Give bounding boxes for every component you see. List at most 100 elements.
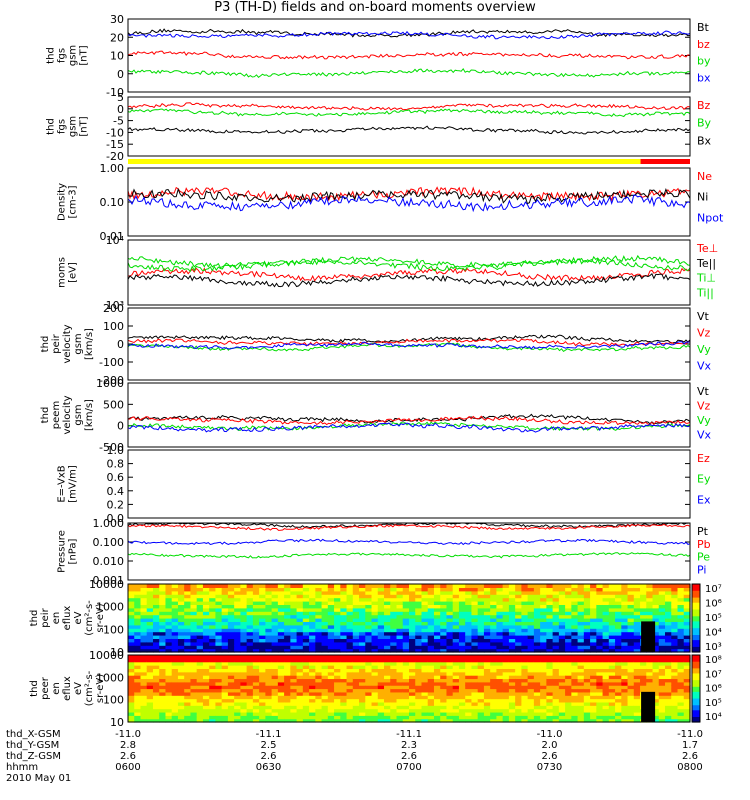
ylabel-line: eflux	[62, 606, 73, 631]
spectrogram-cell	[421, 618, 429, 622]
spectrogram-cell	[209, 665, 217, 669]
spectrogram-cell	[683, 665, 691, 669]
spectrogram-cell	[221, 594, 229, 599]
spectrogram-cell	[477, 678, 485, 683]
spectrogram-cell	[483, 675, 491, 680]
spectrogram-cell	[234, 607, 241, 612]
spectrogram-cell	[409, 631, 416, 636]
spectrogram-cell	[171, 607, 179, 612]
spectrogram-cell	[252, 648, 260, 653]
spectrogram-cell	[515, 668, 522, 673]
spectrogram-cell	[633, 641, 641, 646]
spectrogram-cell	[227, 668, 235, 673]
spectrogram-cell	[508, 655, 516, 659]
spectrogram-cell	[571, 671, 579, 676]
spectrogram-cell	[427, 590, 435, 595]
spectrogram-cell	[265, 618, 273, 622]
spectrogram-cell	[621, 641, 629, 646]
spectrogram-cell	[352, 695, 360, 700]
spectrogram-cell	[140, 691, 148, 696]
spectrogram-cell	[552, 638, 560, 643]
spectrogram-cell	[196, 631, 204, 636]
spectrogram-cell	[615, 661, 622, 666]
spectrogram-cell	[421, 678, 429, 683]
spectrogram-cell	[296, 698, 304, 703]
spectrogram-cell	[184, 628, 192, 633]
spectrogram-cell	[221, 668, 229, 673]
spectrogram-cell	[677, 604, 685, 609]
spectrogram-cell	[359, 611, 366, 616]
spectrogram-cell	[315, 638, 323, 643]
spectrogram-cell	[252, 668, 260, 673]
spectrogram-cell	[515, 715, 522, 720]
spectrogram-cell	[265, 675, 273, 680]
spectrogram-cell	[359, 695, 366, 700]
colorbar-cell	[692, 716, 700, 720]
spectrogram-cell	[633, 607, 641, 612]
spectrogram-cell	[665, 681, 672, 686]
spectrogram-cell	[433, 685, 441, 690]
spectrogram-cell	[546, 601, 554, 605]
spectrogram-cell	[134, 688, 142, 693]
spectrogram-cell	[296, 655, 304, 659]
spectrogram-cell	[558, 635, 566, 639]
spectrogram-cell	[621, 708, 629, 713]
spectrogram-cell	[171, 688, 179, 693]
ytick-label: -10	[106, 86, 124, 99]
spectrogram-cell	[433, 645, 441, 650]
spectrogram-cell	[502, 695, 510, 700]
spectrogram-cell	[533, 718, 541, 723]
spectrogram-cell	[433, 671, 441, 676]
spectrogram-cell	[346, 678, 354, 683]
spectrogram-cell	[490, 665, 498, 669]
spectrogram-cell	[396, 655, 404, 659]
spectrogram-cell	[165, 715, 173, 720]
spectrogram-cell	[421, 671, 429, 676]
spectrogram-cell	[221, 621, 229, 626]
spectrogram-cell	[596, 611, 604, 616]
spectrogram-cell	[446, 645, 454, 650]
spectrogram-cell	[477, 681, 485, 686]
spectrogram-cell	[683, 698, 691, 703]
spectrogram-cell	[621, 645, 629, 650]
spectrogram-cell	[134, 678, 142, 683]
spectrogram-cell	[677, 705, 685, 710]
spectrogram-cell	[608, 665, 616, 669]
colorbar-cell	[692, 641, 700, 645]
spectrogram-cell	[340, 675, 348, 680]
spectrogram-cell	[271, 658, 279, 663]
spectrogram-cell	[621, 685, 629, 690]
spectrogram-cell	[409, 611, 416, 616]
spectrogram-cell	[552, 621, 560, 626]
spectrogram-cell	[209, 635, 217, 639]
spectrogram-cell	[571, 661, 579, 666]
spectrogram-cell	[221, 614, 229, 619]
spectrogram-cell	[215, 645, 223, 650]
spectrogram-cell	[371, 628, 379, 633]
spectrogram-cell	[302, 621, 310, 626]
spectrogram-cell	[515, 705, 522, 710]
spectrogram-cell	[633, 597, 641, 602]
spectrogram-cell	[621, 668, 629, 673]
spectrogram-cell	[171, 695, 179, 700]
spectrogram-cell	[446, 587, 454, 592]
spectrogram-cell	[571, 628, 579, 633]
spectrogram-cell	[296, 708, 304, 713]
ylabel-line: thd	[46, 47, 57, 64]
spectrogram-cell	[196, 638, 204, 643]
colorbar-cell	[692, 666, 700, 669]
spectrogram-cell	[209, 597, 217, 602]
spectrogram-cell	[259, 631, 266, 636]
spectrogram-cell	[352, 685, 360, 690]
spectrogram-cell	[515, 628, 522, 633]
spectrogram-cell	[390, 618, 398, 622]
spectrogram-cell	[590, 695, 597, 700]
spectrogram-cell	[215, 614, 223, 619]
spectrogram-cell	[602, 715, 610, 720]
spectrogram-cell	[346, 611, 354, 616]
spectrogram-cell	[640, 590, 647, 595]
xaxis-row-value: -11.0	[537, 729, 563, 740]
legend-Vt: Vt	[697, 310, 710, 323]
spectrogram-cell	[227, 708, 235, 713]
spectrogram-cell	[352, 718, 360, 723]
